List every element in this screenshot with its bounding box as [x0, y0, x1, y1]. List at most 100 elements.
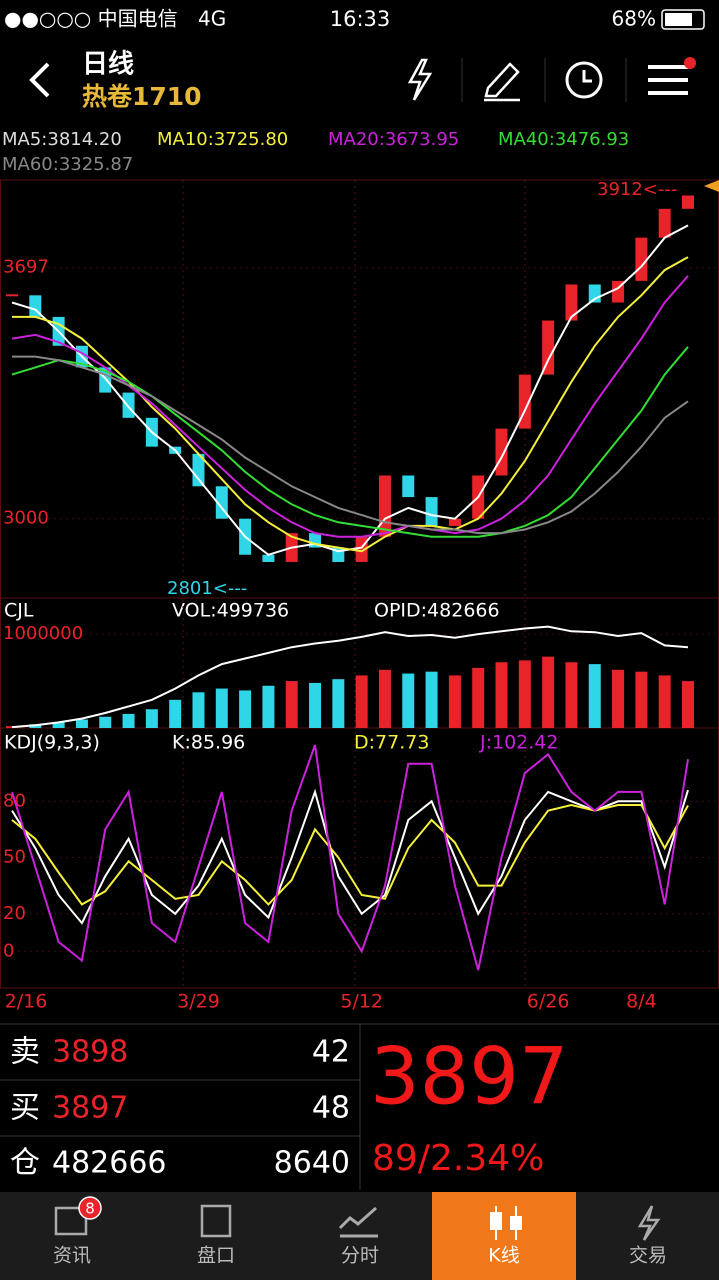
- candle: [192, 453, 205, 487]
- network: 4G: [198, 7, 226, 31]
- ma40-label: MA40:3476.93: [498, 129, 629, 150]
- volume-bar: [495, 662, 508, 728]
- contract: 热卷1710: [82, 82, 202, 111]
- candle: [378, 475, 391, 537]
- tab-icon: [338, 1206, 378, 1238]
- volume-bar: [472, 667, 485, 728]
- volume-bar: [682, 681, 694, 728]
- cjl-label: CJL: [4, 600, 34, 622]
- kdj-label: KDJ(9,3,3): [4, 732, 100, 754]
- x-tick-label: 3/29: [177, 991, 220, 1013]
- x-tick-label: 6/26: [527, 991, 570, 1013]
- candle: [565, 284, 578, 321]
- draw-icon[interactable]: [484, 62, 520, 102]
- volume-bar: [635, 671, 648, 728]
- volume-bar: [169, 699, 182, 728]
- x-tick-label: 8/4: [626, 991, 657, 1013]
- sell-price: 3898: [52, 1035, 128, 1070]
- battery-icon: [661, 9, 705, 30]
- tab-label[interactable]: 资讯: [53, 1245, 91, 1267]
- tab-icon: [200, 1204, 232, 1238]
- battery-level: [665, 13, 692, 26]
- volume-bar: [239, 690, 252, 728]
- volume-bar: [262, 685, 275, 728]
- volume-bar: [425, 671, 438, 728]
- volume-bar: [565, 662, 578, 728]
- ma20-label: MA20:3673.95: [328, 129, 459, 150]
- battery: 68%: [612, 7, 656, 31]
- y-tick-label: 0: [3, 940, 14, 961]
- volume-bar: [658, 675, 671, 728]
- volume-bar: [192, 692, 205, 728]
- carrier: ●●○○○ 中国电信: [4, 7, 178, 31]
- volume-bar: [99, 716, 112, 728]
- sell-volume: 42: [312, 1035, 350, 1070]
- volume-bar: [402, 673, 415, 728]
- buy-volume: 48: [312, 1091, 350, 1126]
- quote-lines: [0, 1023, 719, 1190]
- price-change: 89/2.34%: [372, 1138, 544, 1179]
- active-tab-bg: [432, 1192, 576, 1280]
- volume-bar: [285, 681, 298, 728]
- volume-bar: [332, 679, 345, 728]
- tab-label[interactable]: 分时: [341, 1245, 379, 1267]
- x-tick-label: 5/12: [340, 991, 383, 1013]
- series-line: [11, 803, 689, 906]
- k-label: K:85.96: [172, 732, 245, 754]
- j-label: J:102.42: [479, 732, 559, 754]
- opid-label: OPID:482666: [374, 600, 500, 622]
- candle: [425, 497, 438, 526]
- tab-label[interactable]: K线: [488, 1245, 519, 1267]
- d-label: D:77.73: [354, 732, 429, 754]
- volume-bar: [215, 688, 228, 728]
- y-tick-label: 1000000: [3, 623, 83, 644]
- series-line: [11, 625, 689, 729]
- y-tick-label: 50: [3, 847, 26, 868]
- candle: [495, 428, 508, 476]
- volume-bar: [612, 669, 625, 728]
- clock-icon[interactable]: [565, 61, 603, 99]
- volume-bar: [75, 719, 88, 728]
- volume-bar: [355, 675, 368, 728]
- period: 日线: [82, 50, 134, 80]
- volume-bar: [588, 664, 601, 728]
- candle: [542, 320, 555, 375]
- badge: [78, 1196, 102, 1220]
- buy-price: 3897: [52, 1091, 128, 1126]
- series-line: [11, 346, 689, 538]
- flash-icon[interactable]: [407, 58, 433, 101]
- volume-bar: [145, 709, 158, 728]
- clock-hands: [582, 70, 592, 83]
- tab-label[interactable]: 交易: [629, 1245, 667, 1267]
- series-line: [11, 275, 689, 538]
- ma10-label: MA10:3725.80: [157, 129, 288, 150]
- candle: [6, 294, 18, 297]
- series-line: [11, 788, 689, 925]
- volume-bar: [52, 722, 65, 728]
- y-tick-label: 3000: [3, 508, 49, 529]
- series-line: [12, 256, 689, 553]
- tab-icon: [637, 1205, 661, 1241]
- candle: [635, 237, 648, 281]
- ma5-label: MA5:3814.20: [2, 129, 122, 150]
- tab-icon: [490, 1212, 502, 1230]
- candle: [402, 475, 415, 498]
- menu-dot: [684, 57, 696, 69]
- buy-label: 买: [10, 1091, 40, 1126]
- volume-bar: [378, 669, 391, 728]
- volume-bar: [309, 682, 322, 728]
- candle: [262, 554, 275, 562]
- tab-icon: [510, 1216, 522, 1230]
- high-label: 3912<---: [597, 179, 677, 200]
- y-tick-label: 20: [3, 903, 26, 924]
- tab-label[interactable]: 盘口: [197, 1245, 235, 1267]
- back-button[interactable]: [29, 62, 50, 98]
- volume-bar: [448, 675, 461, 728]
- price-pointer: [704, 180, 719, 192]
- vol-label: VOL:499736: [172, 600, 289, 622]
- y-tick-label: 3697: [3, 257, 49, 278]
- candle: [122, 392, 135, 418]
- menu-icon[interactable]: [648, 65, 688, 95]
